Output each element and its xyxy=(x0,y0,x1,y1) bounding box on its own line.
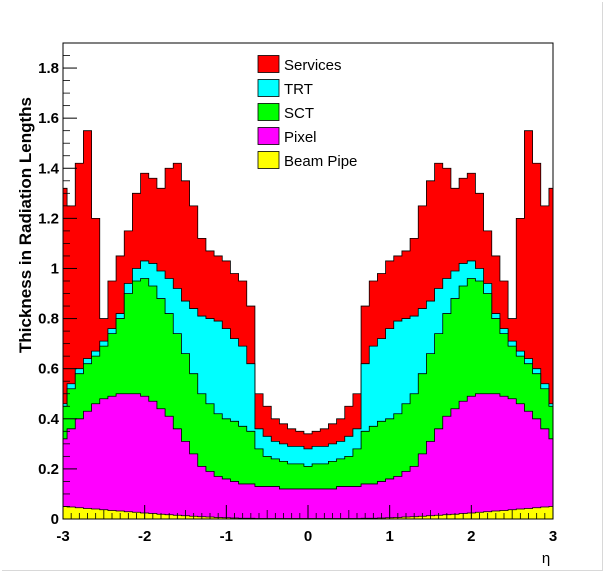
legend-label-pixel: Pixel xyxy=(284,129,317,146)
legend-swatch-pixel xyxy=(257,127,280,145)
legend: Services TRT SCT Pixel Beam Pipe xyxy=(257,55,357,170)
x-axis-ticks: -3 -2 -1 0 1 2 3 xyxy=(56,505,557,545)
stacked-areas xyxy=(62,130,554,520)
x-tick-label: -1 xyxy=(220,528,233,545)
x-tick-label: -2 xyxy=(138,528,151,545)
y-tick-label: 0.4 xyxy=(38,411,60,428)
y-tick-label: 1 xyxy=(51,260,59,277)
series-pixel-area xyxy=(62,393,554,520)
x-axis-label: η xyxy=(542,550,550,567)
y-tick-label: 0.2 xyxy=(38,461,59,478)
y-tick-label: 0.8 xyxy=(38,311,59,328)
y-tick-label: 1.4 xyxy=(38,160,60,177)
y-tick-label: 1.6 xyxy=(38,110,59,127)
y-tick-label: 0 xyxy=(51,511,59,528)
legend-swatch-sct xyxy=(257,103,280,121)
canvas-border xyxy=(2,2,603,571)
legend-swatch-beam-pipe xyxy=(257,151,280,169)
legend-swatch-trt xyxy=(257,79,280,97)
legend-label-sct: SCT xyxy=(284,105,314,122)
y-tick-label: 1.2 xyxy=(38,210,59,227)
x-tick-label: -3 xyxy=(56,528,69,545)
x-tick-label: 1 xyxy=(385,528,393,545)
x-tick-label: 2 xyxy=(467,528,475,545)
y-tick-label: 1.8 xyxy=(38,60,59,77)
x-tick-label: 3 xyxy=(549,528,557,545)
y-axis-label: Thickness in Radiation Lengths xyxy=(16,97,35,353)
y-tick-label: 0.6 xyxy=(38,361,59,378)
legend-label-beam-pipe: Beam Pipe xyxy=(284,153,357,170)
legend-label-trt: TRT xyxy=(284,81,313,98)
legend-label-services: Services xyxy=(284,57,342,74)
y-axis-ticks: 0 0.2 0.4 0.6 0.8 1 1.2 1.4 1.6 1.8 xyxy=(38,55,77,528)
x-tick-label: 0 xyxy=(304,528,312,545)
legend-swatch-services xyxy=(257,55,280,73)
